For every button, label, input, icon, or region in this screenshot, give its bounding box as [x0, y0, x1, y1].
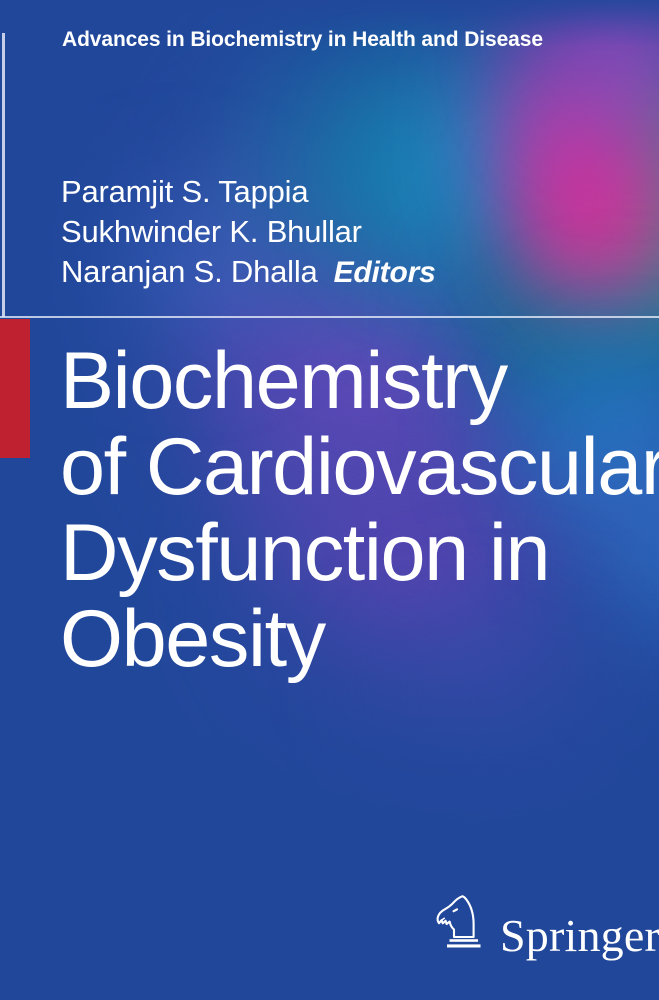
book-title: Biochemistry of Cardiovascular Dysfuncti… — [60, 336, 659, 684]
editors-role-label: Editors — [333, 256, 436, 289]
book-title-line-1: Biochemistry — [60, 336, 508, 426]
editors-block: Paramjit S. Tappia Sukhwinder K. Bhullar… — [61, 172, 436, 293]
springer-wordmark: Springer — [500, 910, 659, 961]
artwork-top-fade — [0, 0, 659, 46]
book-title-line-4: Obesity — [60, 594, 326, 684]
springer-knight-icon — [432, 893, 488, 956]
left-vertical-rule — [2, 33, 5, 317]
editor-name-3: Naranjan S. Dhalla Editors — [61, 252, 436, 293]
editor-name-1-text: Paramjit S. Tappia — [61, 174, 309, 209]
horizontal-divider-rule — [0, 316, 659, 318]
book-title-line-3: Dysfunction in — [60, 508, 551, 598]
red-accent-bar — [0, 319, 30, 458]
publisher-logo: Springer — [432, 893, 659, 961]
book-title-line-2: of Cardiovascular — [60, 422, 659, 512]
editor-name-2-text: Sukhwinder K. Bhullar — [61, 214, 362, 249]
editor-name-2: Sukhwinder K. Bhullar — [61, 212, 436, 252]
series-title: Advances in Biochemistry in Health and D… — [62, 28, 543, 51]
editor-name-1: Paramjit S. Tappia — [61, 172, 436, 212]
artwork-bottom-fade — [0, 560, 659, 1000]
editor-name-3-text: Naranjan S. Dhalla — [61, 254, 318, 289]
